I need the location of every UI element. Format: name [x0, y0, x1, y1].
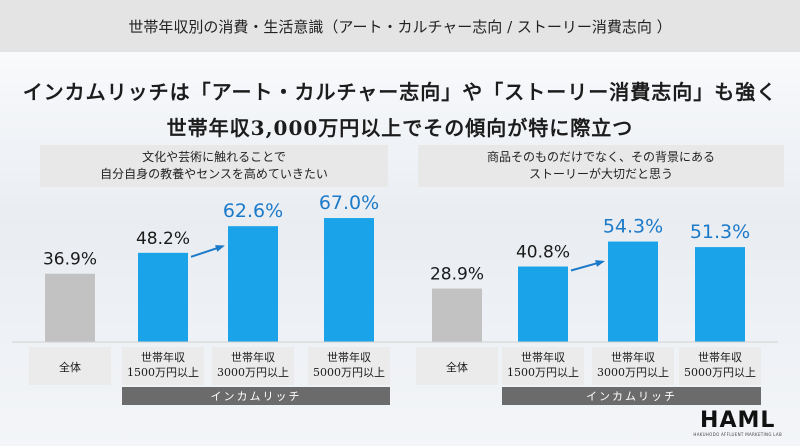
group-band	[122, 387, 390, 405]
category-label-3-0: 世帯年収	[327, 350, 371, 364]
category-box-3	[679, 347, 761, 385]
bar-1	[518, 266, 568, 342]
right-panel-caption: 商品そのものだけでなく、その背景にある ストーリーが大切だと思う	[418, 145, 784, 187]
right-caption-line-1: 商品そのものだけでなく、その背景にある	[486, 150, 715, 164]
data-label-1: 48.2%	[136, 229, 190, 249]
brand-block: HAML HAKUHODO AFFLUENT MARKETING LAB	[693, 410, 782, 438]
data-label-0: 36.9%	[43, 250, 97, 270]
bar-3	[695, 247, 745, 342]
data-label-3: 67.0%	[319, 192, 379, 214]
category-label-2-0: 世帯年収	[231, 350, 275, 364]
category-label-1-1: 1500万円以上	[127, 366, 199, 379]
category-box-2	[592, 347, 674, 385]
left-panel-caption: 文化や芸術に触れることで 自分自身の教養やセンスを高めていきたい	[40, 145, 388, 187]
brand-tagline: HAKUHODO AFFLUENT MARKETING LAB	[693, 432, 782, 437]
trend-arrow-head	[595, 260, 605, 267]
category-box-0	[416, 347, 498, 385]
category-label-2-1: 3000万円以上	[597, 366, 669, 379]
bar-3	[324, 218, 374, 342]
category-label-0-0: 全体	[446, 360, 468, 374]
category-label-3-1: 5000万円以上	[684, 366, 756, 379]
right-bar-chart: 28.9% 全体 40.8% 世帯年収 1500万円以上 54.3% 世帯年収 3000万円以…	[399, 216, 778, 405]
category-label-1-0: 世帯年収	[521, 350, 565, 364]
category-label-3-0: 世帯年収	[698, 350, 742, 364]
bar-0	[432, 288, 482, 342]
group-band	[502, 387, 761, 405]
group-label: インカムリッチ	[211, 390, 302, 403]
category-label-3-1: 5000万円以上	[313, 366, 385, 379]
data-label-0: 28.9%	[430, 265, 484, 285]
trend-arrow-head	[215, 245, 225, 252]
bar-1	[138, 252, 188, 342]
category-box-3	[308, 347, 390, 385]
headline-line-1: インカムリッチは「アート・カルチャー志向」や「ストーリー消費志向」も強く	[22, 80, 778, 104]
group-label: インカムリッチ	[586, 390, 677, 403]
slide-title: 世帯年収別の消費・生活意識（アート・カルチャー志向 / ストーリー消費志向 ）	[128, 17, 672, 36]
category-label-2-0: 世帯年収	[611, 350, 655, 364]
data-label-2: 62.6%	[223, 200, 283, 222]
brand-logo: HAML	[700, 408, 776, 433]
left-bar-chart: 36.9% 全体 48.2% 世帯年収 1500万円以上 62.6% 世帯年収 3000万円以…	[12, 192, 407, 405]
left-caption-line-1: 文化や芸術に触れることで	[142, 150, 286, 164]
category-box-0	[29, 347, 111, 385]
bar-2	[608, 241, 658, 342]
bar-2	[228, 226, 278, 342]
headline-line-2: 世帯年収3,000万円以上でその傾向が特に際立つ	[166, 116, 634, 140]
category-label-2-1: 3000万円以上	[217, 366, 289, 379]
category-box-2	[212, 347, 294, 385]
data-label-3: 51.3%	[690, 221, 750, 243]
category-box-1	[502, 347, 584, 385]
top-title-bar: 世帯年収別の消費・生活意識（アート・カルチャー志向 / ストーリー消費志向 ）	[0, 0, 800, 52]
category-label-1-0: 世帯年収	[141, 350, 185, 364]
category-label-1-1: 1500万円以上	[507, 366, 579, 379]
category-box-1	[122, 347, 204, 385]
category-label-0-0: 全体	[59, 360, 81, 374]
data-label-1: 40.8%	[516, 243, 570, 263]
data-label-2: 54.3%	[603, 216, 663, 238]
left-caption-line-2: 自分自身の教養やセンスを高めていきたい	[100, 167, 328, 181]
bar-0	[45, 273, 95, 342]
right-caption-line-2: ストーリーが大切だと思う	[528, 167, 673, 181]
